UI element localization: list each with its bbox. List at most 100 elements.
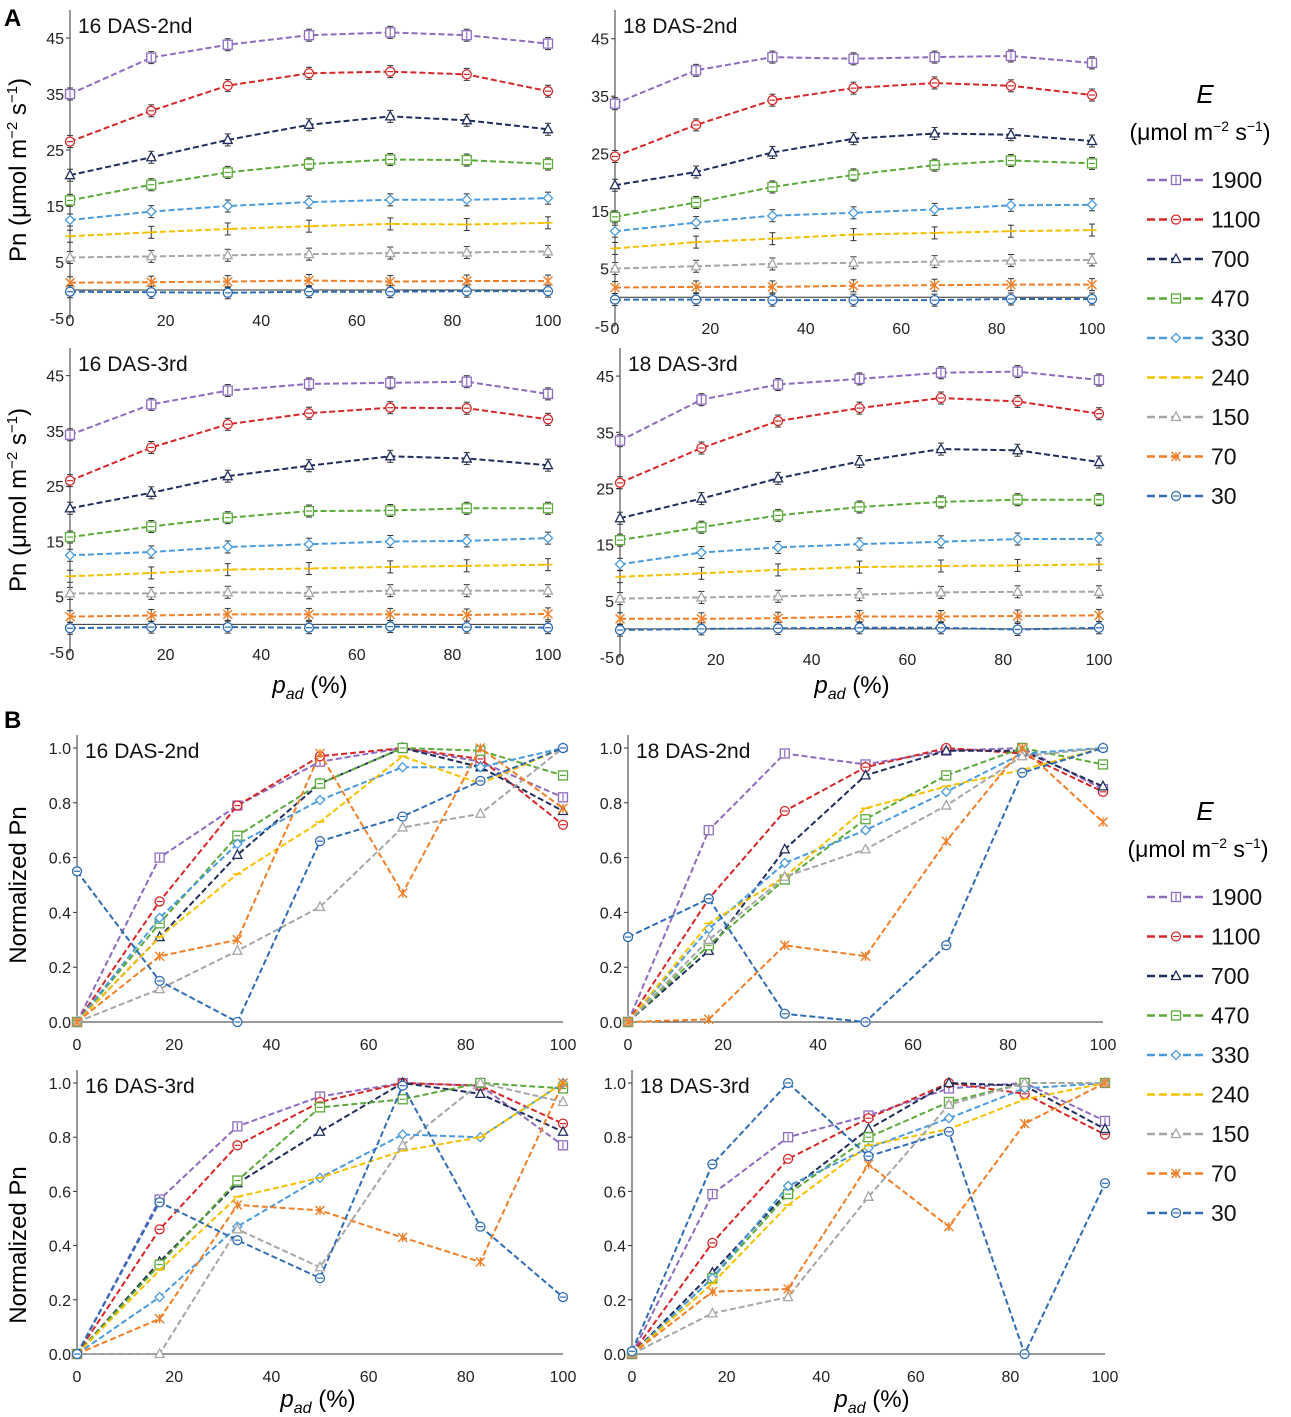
- data-point-700: [862, 1122, 875, 1134]
- data-point-70: [315, 748, 325, 759]
- data-point-70: [615, 613, 625, 624]
- series-1100: [71, 1077, 569, 1360]
- data-point-70: [385, 609, 396, 620]
- data-point-470: [614, 534, 626, 546]
- data-point-70: [1005, 279, 1016, 290]
- chart-title: 18 DAS-3rd: [628, 353, 738, 376]
- series-30: [626, 1077, 1111, 1360]
- data-point-70: [232, 1199, 243, 1210]
- legend-label: 700: [1211, 963, 1249, 989]
- series-240: [72, 1082, 568, 1355]
- data-point-30: [314, 836, 326, 847]
- data-point-330: [766, 210, 778, 222]
- data-point-330: [929, 203, 941, 215]
- data-point-470: [232, 1175, 243, 1186]
- data-point-1900: [854, 373, 865, 385]
- data-point-150: [145, 587, 157, 598]
- data-point-1900: [935, 367, 947, 378]
- y-tick-label: 0.0: [604, 1347, 626, 1364]
- chart-title: 16 DAS-3rd: [78, 353, 188, 376]
- y-tick-label: 0.0: [49, 1015, 71, 1032]
- data-point-70: [222, 609, 233, 620]
- data-point-1900: [146, 399, 157, 410]
- y-tick-label: 35: [596, 425, 614, 442]
- x-tick-label: 40: [803, 652, 821, 669]
- data-point-150: [145, 250, 157, 261]
- series-line-1900: [76, 746, 564, 1023]
- data-point-1900: [929, 51, 940, 63]
- series-700: [64, 109, 554, 182]
- data-point-1900: [614, 435, 626, 446]
- series-line-150: [627, 747, 1104, 1023]
- data-point-150: [231, 1222, 243, 1234]
- data-point-1900: [385, 27, 396, 38]
- series-70: [72, 743, 568, 1027]
- series-line-1100: [627, 746, 1104, 1023]
- data-point-470: [1012, 494, 1023, 505]
- series-30: [609, 292, 1098, 307]
- data-point-330: [154, 912, 166, 924]
- x-tick-label: 20: [157, 313, 175, 330]
- y-tick-label: 45: [46, 31, 64, 48]
- data-point-330: [384, 194, 396, 206]
- data-point-700: [145, 486, 157, 497]
- data-point-470: [1093, 494, 1105, 505]
- x-tick-label: 100: [535, 313, 562, 330]
- series-240: [610, 223, 1097, 255]
- data-point-70: [397, 1232, 408, 1243]
- data-point-70: [1100, 1078, 1110, 1088]
- legend-swatch-marker: [1170, 1010, 1182, 1021]
- series-1900: [64, 375, 554, 442]
- data-point-1100: [232, 800, 243, 811]
- data-point-1900: [64, 429, 76, 440]
- series-240: [65, 216, 553, 243]
- legend-item-150: 150: [1147, 404, 1249, 430]
- legend-swatch-marker: [1171, 1168, 1181, 1179]
- data-point-700: [1093, 455, 1105, 467]
- data-point-700: [943, 1076, 955, 1088]
- data-point-30: [929, 294, 940, 306]
- x-tick-label: 100: [550, 1037, 577, 1054]
- data-point-330: [1012, 533, 1023, 545]
- legend-label: 150: [1211, 1121, 1249, 1147]
- data-point-30: [71, 866, 83, 877]
- data-point-470: [146, 521, 157, 532]
- data-point-70: [558, 1078, 568, 1088]
- data-point-1100: [767, 95, 778, 106]
- data-point-330: [1093, 533, 1105, 545]
- data-point-700: [847, 132, 860, 143]
- data-point-330: [542, 192, 554, 204]
- x-tick-label: 20: [702, 321, 720, 338]
- data-point-30: [154, 1197, 165, 1208]
- series-470: [622, 742, 1109, 1028]
- data-point-330: [384, 536, 396, 547]
- data-point-30: [146, 621, 157, 633]
- series-330: [64, 531, 554, 562]
- x-tick-label: 100: [1092, 1369, 1119, 1386]
- legend-swatch-marker: [1170, 252, 1182, 264]
- data-point-30: [690, 294, 702, 305]
- legend-item-470: 470: [1147, 1003, 1249, 1029]
- data-point-470: [935, 496, 947, 508]
- data-point-700: [1099, 1122, 1111, 1134]
- x-tick-label: 40: [263, 1037, 281, 1054]
- data-point-30: [782, 1077, 794, 1089]
- series-line-70: [76, 746, 564, 1023]
- series-150: [614, 585, 1105, 606]
- series-line-470: [627, 746, 1104, 1023]
- data-point-30: [461, 621, 472, 633]
- data-point-700: [1011, 443, 1024, 455]
- data-point-70: [1019, 1118, 1030, 1129]
- legend-b-title: E: [1196, 796, 1214, 826]
- data-point-150: [64, 587, 76, 598]
- data-point-1900: [146, 52, 157, 63]
- data-point-150: [695, 591, 708, 602]
- legend-swatch-marker: [1170, 931, 1182, 942]
- data-point-30: [314, 1272, 326, 1284]
- data-point-30: [71, 1348, 83, 1360]
- chart-a-1: -5 5 15 25 35 45 0 20 40 60 80 100 18 DAS-2nd: [591, 10, 1105, 338]
- data-point-330: [145, 546, 157, 558]
- data-point-1100: [542, 414, 554, 425]
- data-point-150: [782, 1290, 794, 1302]
- data-point-30: [1093, 622, 1105, 633]
